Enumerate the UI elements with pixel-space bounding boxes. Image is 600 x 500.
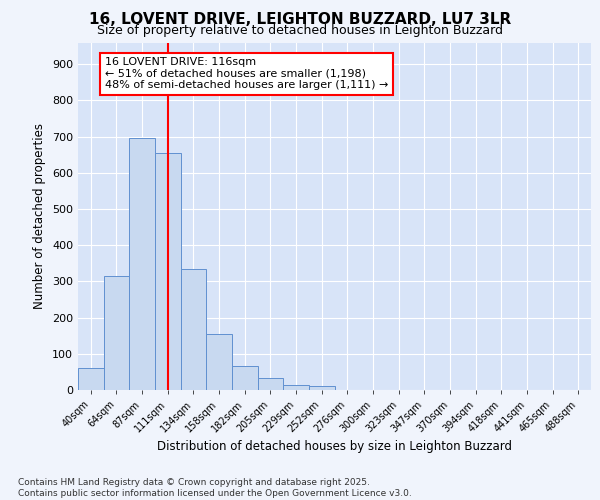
Bar <box>283 384 309 390</box>
Bar <box>104 276 130 390</box>
Bar <box>206 334 232 390</box>
Bar <box>78 368 104 390</box>
Text: 16 LOVENT DRIVE: 116sqm
← 51% of detached houses are smaller (1,198)
48% of semi: 16 LOVENT DRIVE: 116sqm ← 51% of detache… <box>105 57 388 90</box>
Bar <box>257 378 283 390</box>
X-axis label: Distribution of detached houses by size in Leighton Buzzard: Distribution of detached houses by size … <box>157 440 512 452</box>
Bar <box>309 386 335 390</box>
Bar <box>130 138 155 390</box>
Y-axis label: Number of detached properties: Number of detached properties <box>34 123 46 309</box>
Text: Size of property relative to detached houses in Leighton Buzzard: Size of property relative to detached ho… <box>97 24 503 37</box>
Bar <box>181 268 206 390</box>
Text: 16, LOVENT DRIVE, LEIGHTON BUZZARD, LU7 3LR: 16, LOVENT DRIVE, LEIGHTON BUZZARD, LU7 … <box>89 12 511 28</box>
Bar <box>232 366 257 390</box>
Text: Contains HM Land Registry data © Crown copyright and database right 2025.
Contai: Contains HM Land Registry data © Crown c… <box>18 478 412 498</box>
Bar <box>155 153 181 390</box>
